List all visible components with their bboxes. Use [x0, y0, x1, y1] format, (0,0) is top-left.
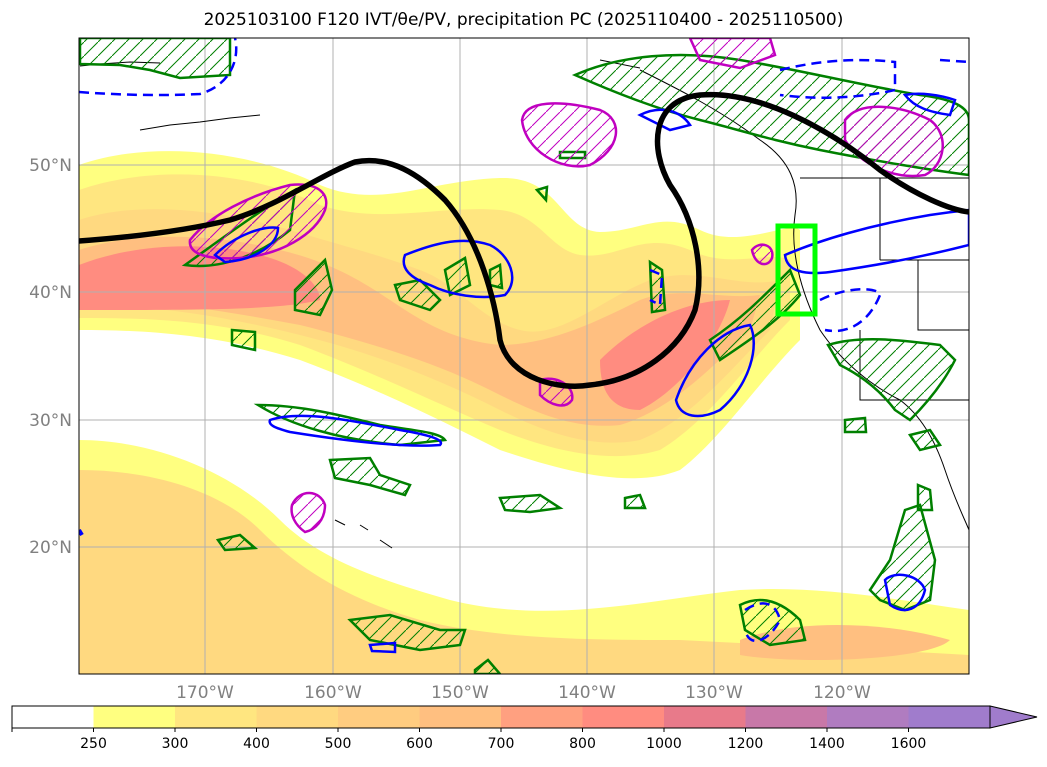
colorbar-tick-label: 1200 [728, 736, 764, 752]
lon-label-160w: 160°W [304, 683, 362, 703]
colorbar: 250 300 400 500 600 700 800 1000 1200 1400 1600 [11, 705, 1038, 752]
lat-label-30n: 30°N [29, 411, 72, 431]
colorbar-segment [419, 706, 502, 728]
blue-contours [79, 92, 969, 654]
lon-label-170w: 170°W [176, 683, 234, 703]
colorbar-tick-label: 500 [325, 736, 352, 752]
colorbar-tick-label: 300 [162, 736, 189, 752]
colorbar-segment [338, 706, 420, 728]
colorbar-segment [256, 706, 339, 728]
colorbar-tick-label: 1400 [809, 736, 845, 752]
lon-label-120w: 120°W [813, 683, 871, 703]
lon-label-130w: 130°W [685, 683, 743, 703]
colorbar-segment [12, 706, 94, 728]
theta-e-contour [79, 91, 969, 389]
lon-label-150w: 150°W [431, 683, 489, 703]
lon-label-140w: 140°W [558, 683, 616, 703]
lon-labels: 170°W 160°W 150°W 140°W 130°W 120°W [176, 683, 871, 703]
lat-label-40n: 40°N [29, 283, 72, 303]
colorbar-segment [582, 706, 665, 728]
colorbar-tick-label: 1600 [891, 736, 927, 752]
colorbar-segment [745, 706, 828, 728]
colorbar-tick-label: 1000 [646, 736, 682, 752]
lat-labels: 50°N 40°N 30°N 20°N [29, 156, 72, 558]
lat-label-20n: 20°N [29, 538, 72, 558]
colorbar-segment [908, 706, 991, 728]
map-title: 2025103100 F120 IVT/θe/PV, precipitation… [203, 10, 844, 30]
colorbar-tick-label: 800 [569, 736, 596, 752]
colorbar-segment [827, 706, 909, 728]
colorbar-segment [664, 706, 746, 728]
colorbar-segment [175, 706, 257, 728]
colorbar-tick-label: 700 [488, 736, 515, 752]
colorbar-extend-arrow [989, 705, 1038, 729]
highlight-box [775, 223, 818, 317]
colorbar-tick-label: 400 [243, 736, 270, 752]
lat-label-50n: 50°N [29, 156, 72, 176]
colorbar-segment [501, 706, 583, 728]
map-frame [78, 37, 970, 675]
colorbar-tick-label: 250 [80, 736, 107, 752]
colorbar-tick-label: 600 [406, 736, 433, 752]
colorbar-segment [93, 706, 176, 728]
blue-dashed-contours [79, 38, 969, 642]
